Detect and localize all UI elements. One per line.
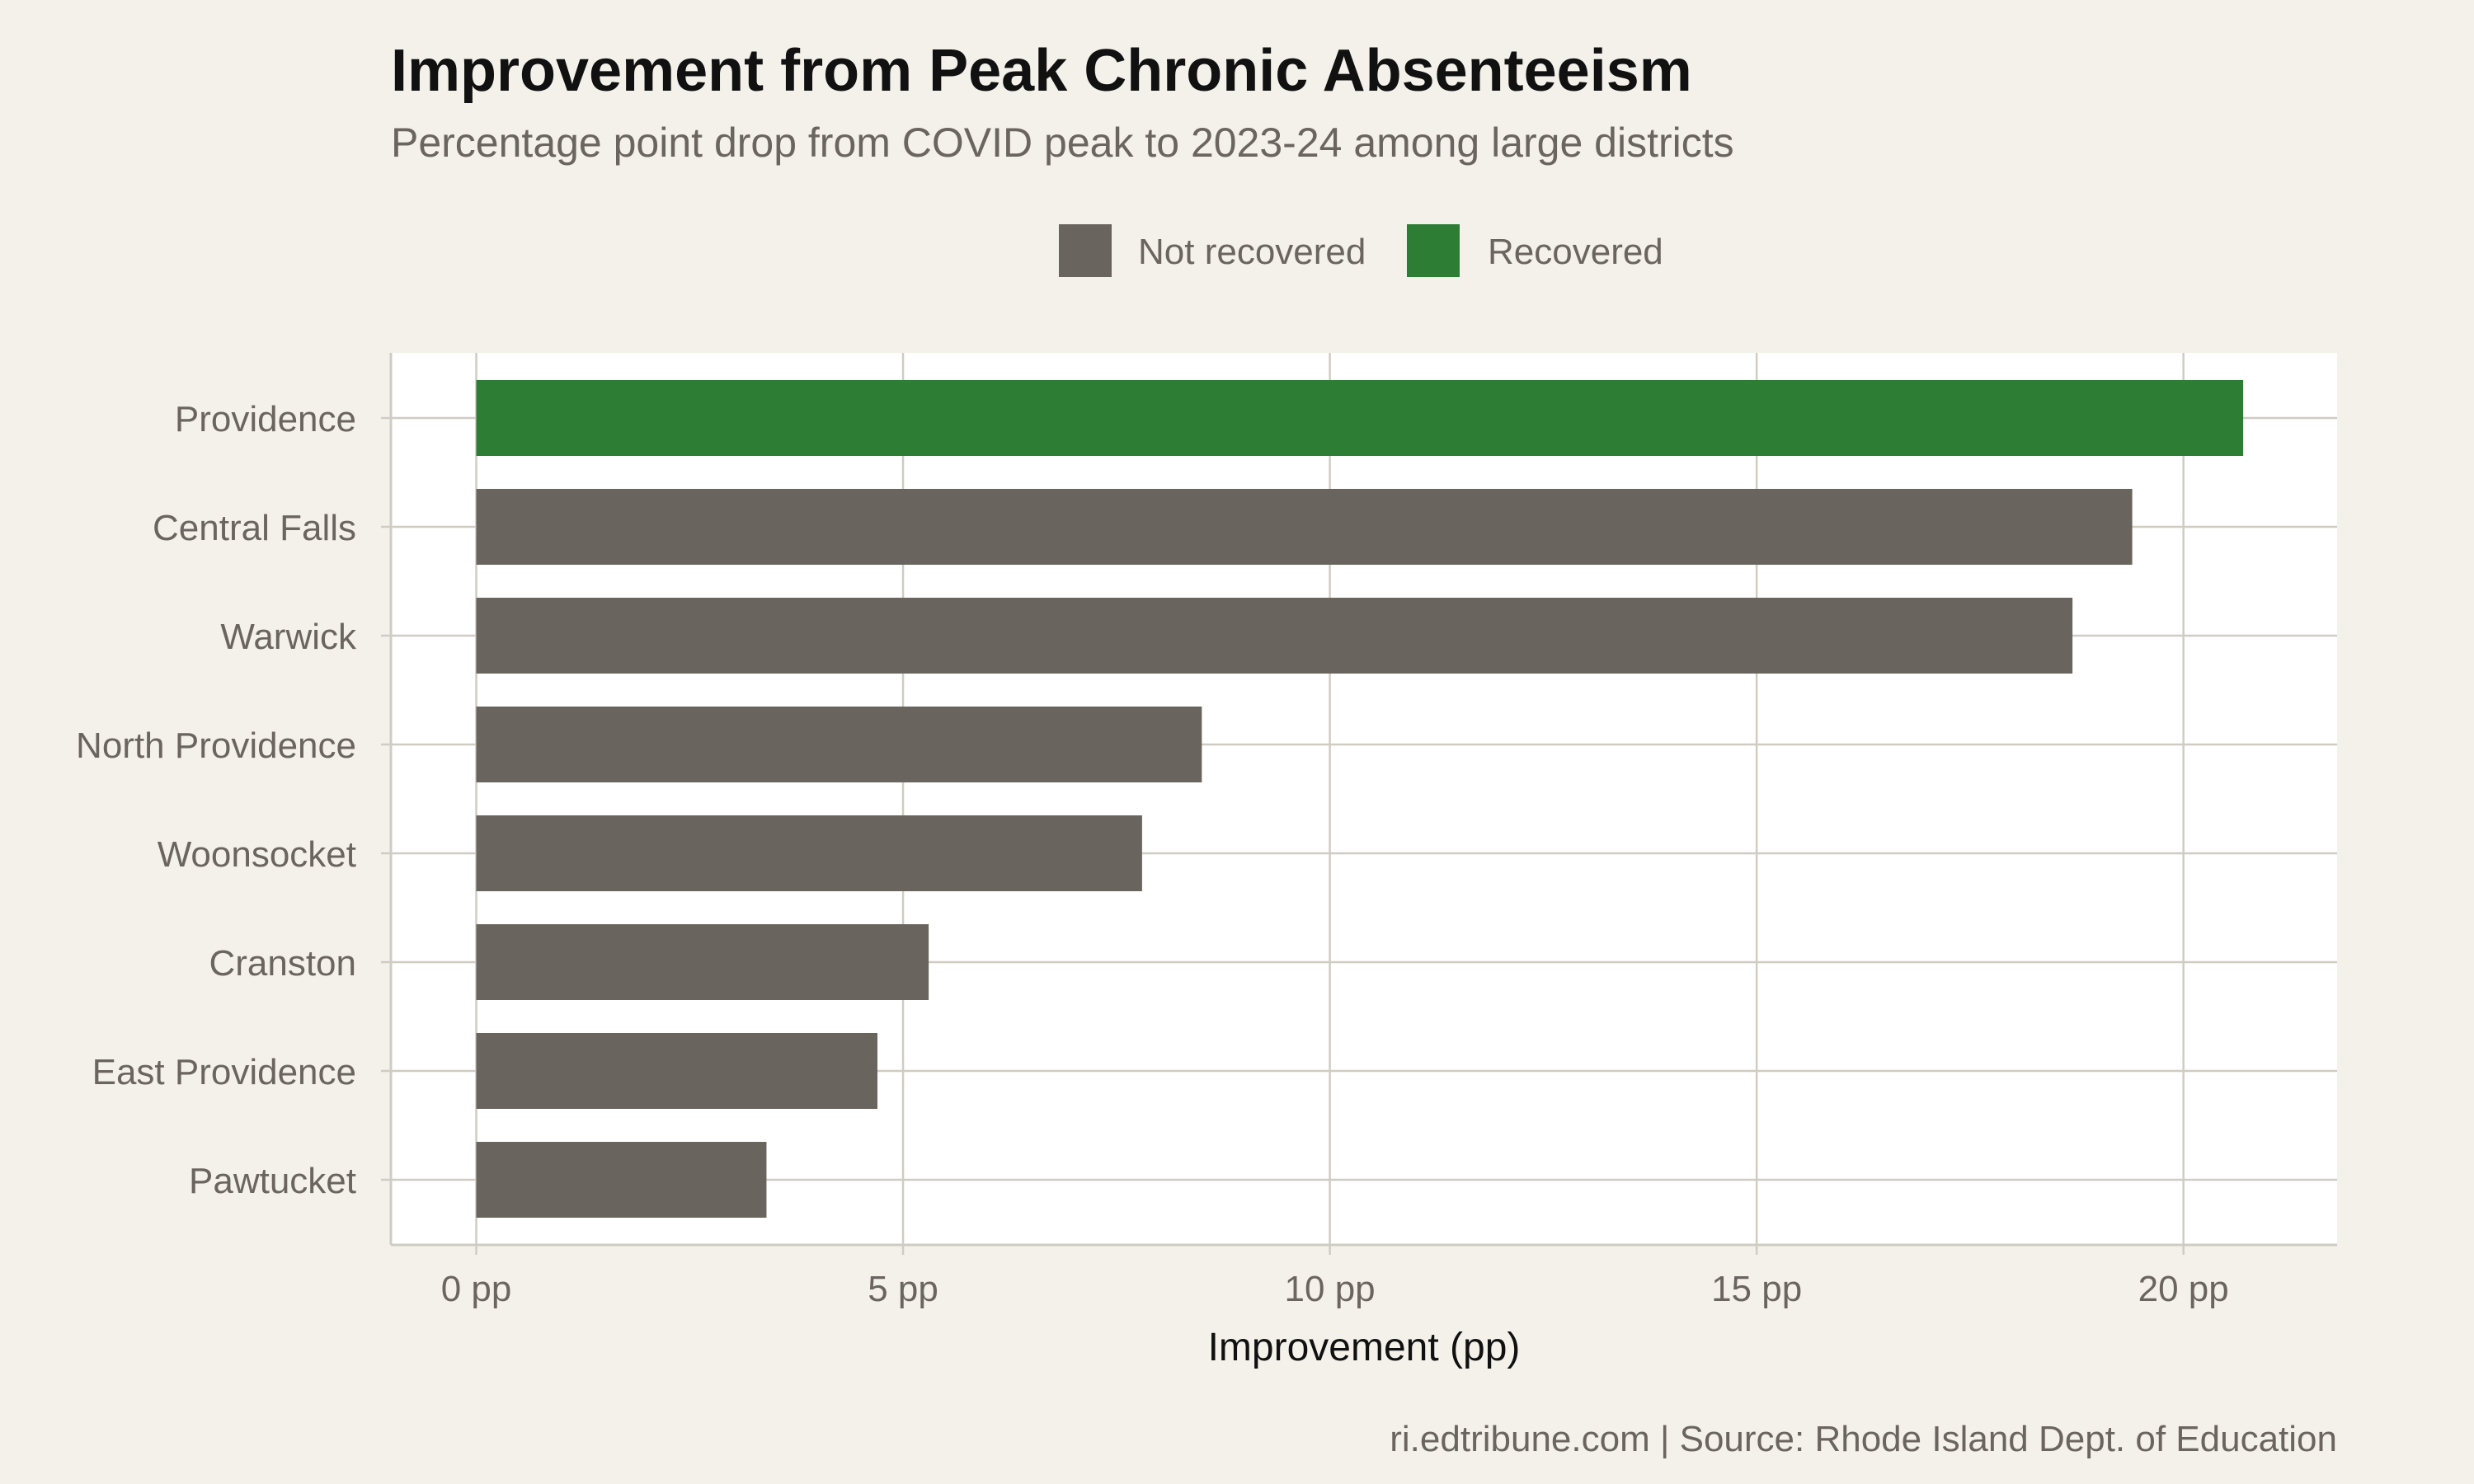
plot-panel [391,353,2337,1245]
y-tick-label: Cranston [209,943,356,984]
x-tick-label: 20 pp [2138,1269,2229,1309]
chart-title: Improvement from Peak Chronic Absenteeis… [391,38,1692,104]
y-tick-label: East Providence [92,1052,356,1092]
legend-swatch-not-recovered [1059,224,1112,277]
bar-north-providence [476,707,1202,782]
legend-swatch-recovered [1407,224,1460,277]
legend-label-recovered: Recovered [1488,232,1663,272]
x-tick-label: 0 pp [441,1269,512,1309]
bars [476,380,2244,1218]
chart-caption: ri.edtribune.com | Source: Rhode Island … [1390,1419,2337,1459]
y-tick-label: North Providence [76,726,356,766]
bar-central-falls [476,489,2133,565]
legend-label-not-recovered: Not recovered [1138,232,1366,272]
bar-east-providence [476,1033,877,1109]
x-tick-label: 5 pp [868,1269,938,1309]
y-tick-label: Providence [175,399,356,439]
y-tick-label: Warwick [220,617,357,657]
bar-pawtucket [476,1142,767,1218]
y-tick-label: Pawtucket [189,1161,356,1201]
x-axis-ticks: 0 pp 5 pp 10 pp 15 pp 20 pp [441,1245,2229,1309]
y-tick-label: Central Falls [153,508,356,548]
chart-subtitle: Percentage point drop from COVID peak to… [391,120,1734,166]
y-axis-ticks: Providence Central Falls Warwick North Prov… [76,399,391,1201]
bar-cranston [476,924,929,1000]
x-tick-label: 10 pp [1285,1269,1376,1309]
bar-woonsocket [476,815,1142,891]
legend: Not recovered Recovered [1059,224,1663,277]
bar-providence [476,380,2244,456]
x-axis-title: Improvement (pp) [1208,1326,1521,1369]
y-tick-label: Woonsocket [158,834,356,875]
x-tick-label: 15 pp [1711,1269,1802,1309]
bar-warwick [476,598,2073,674]
